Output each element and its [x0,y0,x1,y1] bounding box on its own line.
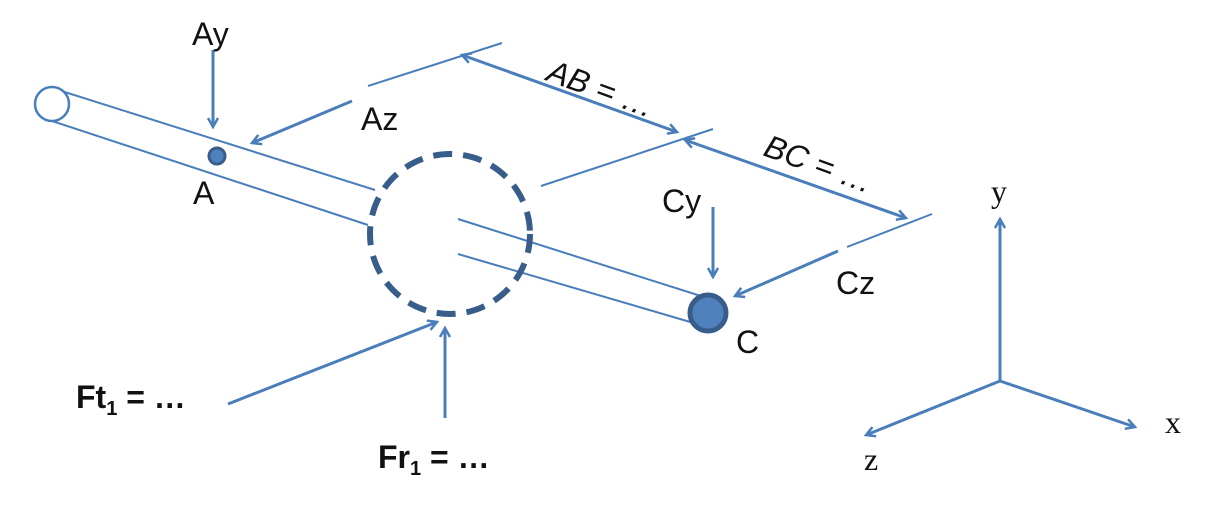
shaft-end-cap [33,85,71,123]
shaft-right [457,218,705,327]
c-label: C [736,324,759,360]
bc-label: BC = … [760,128,878,200]
coordinate-axes [866,219,1135,435]
z-axis-arrow [866,379,1001,435]
ab-label: AB = … [541,52,660,125]
cz-arrow [735,249,839,296]
a-label: A [193,175,215,211]
y-axis-label: y [991,173,1007,209]
dimension-extension-lines [367,42,933,248]
gear-circle [367,151,533,317]
bearing-a-point [207,146,227,166]
x-axis-arrow [999,379,1135,427]
ay-label: Ay [192,16,229,52]
az-label: Az [361,101,398,137]
x-axis-label: x [1165,404,1181,440]
ft1-label: Ft1 = … [76,379,186,420]
bc-dimension-arrow [685,140,906,218]
ab-dimension-arrow [462,55,677,132]
fr1-label: Fr1 = … [378,439,490,480]
az-arrow [252,99,353,143]
bearing-c-point [687,292,729,334]
shaft-left [51,87,376,226]
z-axis-label: z [864,441,878,477]
cy-label: Cy [662,183,701,219]
ft1-arrow [227,322,437,406]
cz-label: Cz [836,265,875,301]
